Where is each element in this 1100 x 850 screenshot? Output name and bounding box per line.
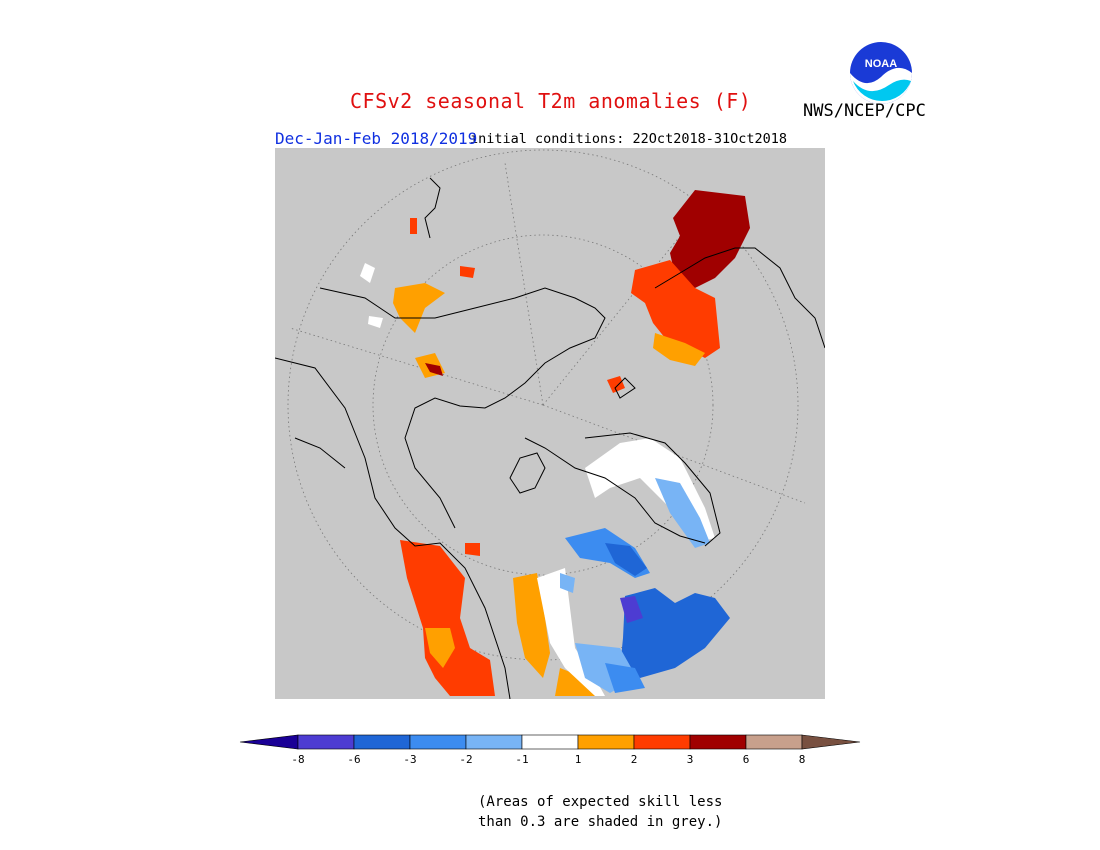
colorbar-cell (801, 734, 861, 750)
colorbar-tick-label: 3 (687, 753, 694, 766)
colorbar-tick-label: 8 (799, 753, 806, 766)
colorbar-tick-label: 6 (743, 753, 750, 766)
season-label: Dec-Jan-Feb 2018/2019 (275, 129, 478, 148)
colorbar-cell (465, 734, 523, 750)
colorbar-cell (745, 734, 803, 750)
initial-conditions-label: initial conditions: 22Oct2018-31Oct2018 (470, 131, 787, 147)
colorbar-cell (521, 734, 579, 750)
skill-note: (Areas of expected skill less than 0.3 a… (478, 794, 723, 830)
noaa-logo: NOAA (850, 42, 912, 104)
organization-label: NWS/NCEP/CPC (803, 101, 926, 121)
colorbar-cell (577, 734, 635, 750)
colorbar-tick-label: -2 (459, 753, 472, 766)
colorbar-cell (353, 734, 411, 750)
colorbar-cells (239, 734, 861, 750)
legend-colorbar: -8 -6 -3 -2 -1 1 2 3 6 8 (239, 734, 861, 766)
anomaly-shading (360, 190, 750, 696)
logo-text: NOAA (865, 58, 897, 70)
colorbar-cell (297, 734, 355, 750)
colorbar-tick-label: 2 (631, 753, 638, 766)
colorbar-tick-label: 1 (575, 753, 582, 766)
colorbar-ticks: -8 -6 -3 -2 -1 1 2 3 6 8 (291, 753, 805, 766)
colorbar-tick-label: -8 (291, 753, 304, 766)
coastlines (275, 177, 825, 699)
map-title: CFSv2 seasonal T2m anomalies (F) (350, 89, 752, 113)
polar-map (275, 148, 825, 699)
colorbar-cell (409, 734, 467, 750)
colorbar-cell (689, 734, 747, 750)
colorbar-cell (633, 734, 691, 750)
colorbar-tick-label: -6 (347, 753, 360, 766)
colorbar-cell (239, 734, 299, 750)
colorbar-tick-label: -1 (515, 753, 528, 766)
colorbar-tick-label: -3 (403, 753, 416, 766)
